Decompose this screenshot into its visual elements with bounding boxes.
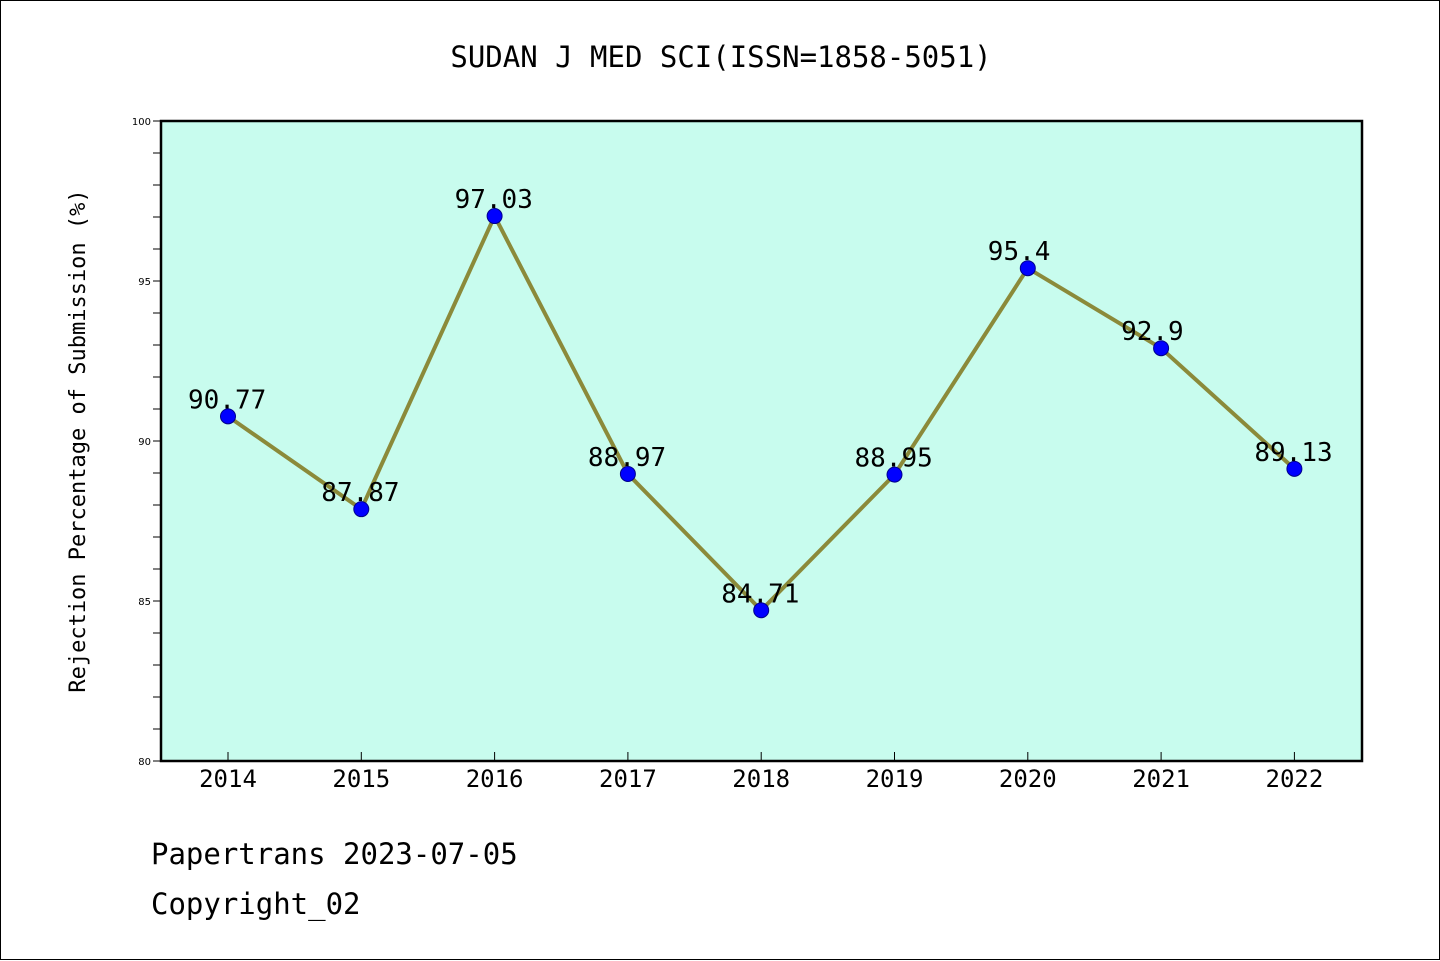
data-point <box>220 408 236 425</box>
data-point <box>619 465 636 482</box>
x-tick-label: 2021 <box>1132 765 1190 793</box>
data-point <box>886 466 903 483</box>
data-point <box>353 501 370 518</box>
plot-area <box>159 119 1364 763</box>
footer-copyright: Copyright_02 <box>151 887 361 921</box>
series-line-group: 90.7787.8797.0388.9784.7188.9595.492.989… <box>188 185 1333 619</box>
x-tick-label: 2014 <box>199 765 257 793</box>
y-tick-label: 95 <box>138 277 151 288</box>
data-point <box>1286 460 1303 477</box>
x-axis: 2014 2015 2016 2017 2018 2019 2020 2021 2022 <box>199 752 1323 793</box>
x-tick-label: 2016 <box>466 765 524 793</box>
data-point <box>1019 260 1036 277</box>
x-tick-label: 2022 <box>1266 765 1324 793</box>
chart-title: SUDAN J MED SCI(ISSN=1858-5051) <box>450 40 991 74</box>
y-tick-label: 85 <box>138 597 151 608</box>
y-axis: 80 85 90 95 100 <box>132 117 161 768</box>
x-tick-label: 2020 <box>999 765 1057 793</box>
x-tick-label: 2019 <box>866 765 924 793</box>
x-tick-label: 2018 <box>732 765 790 793</box>
y-tick-label: 90 <box>138 437 151 448</box>
x-tick-label: 2015 <box>332 765 390 793</box>
data-point <box>486 208 503 225</box>
data-label: 95.4 <box>988 237 1051 267</box>
y-tick-label: 80 <box>138 757 151 768</box>
data-label: 92.9 <box>1121 317 1184 347</box>
footer-date: Papertrans 2023-07-05 <box>151 837 518 871</box>
data-point <box>1153 340 1170 357</box>
y-tick-label: 100 <box>132 117 151 128</box>
data-point <box>753 602 770 619</box>
x-tick-label: 2017 <box>599 765 657 793</box>
y-axis-label: Rejection Percentage of Submission (%) <box>66 189 91 692</box>
